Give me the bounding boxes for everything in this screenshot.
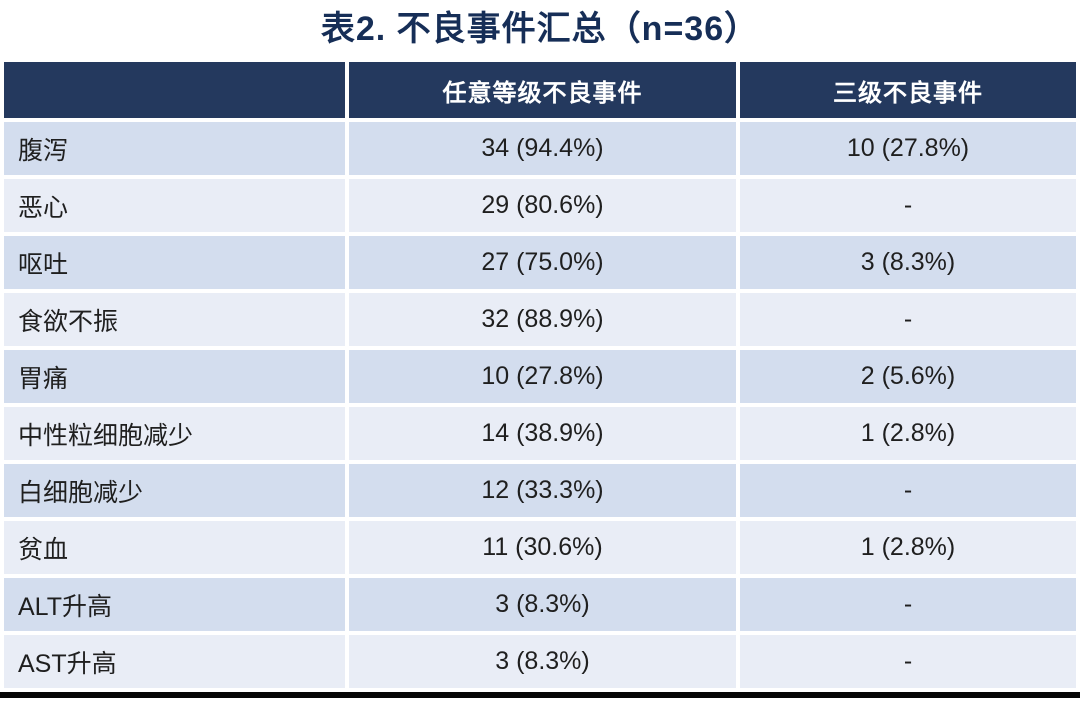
grade3-value: - [740,179,1076,232]
any-grade-value: 14 (38.9%) [349,407,736,460]
any-grade-value: 3 (8.3%) [349,578,736,631]
grade3-value: 10 (27.8%) [740,122,1076,175]
adverse-events-table: 任意等级不良事件 三级不良事件 腹泻 34 (94.4%) 10 (27.8%)… [0,58,1080,692]
table-body: 腹泻 34 (94.4%) 10 (27.8%) 恶心 29 (80.6%) -… [4,122,1076,688]
grade3-value: - [740,578,1076,631]
grade3-value: 1 (2.8%) [740,521,1076,574]
header-cell-any-grade: 任意等级不良事件 [349,62,736,118]
any-grade-value: 11 (30.6%) [349,521,736,574]
table-row: 贫血 11 (30.6%) 1 (2.8%) [4,521,1076,574]
table-row: 腹泻 34 (94.4%) 10 (27.8%) [4,122,1076,175]
any-grade-value: 3 (8.3%) [349,635,736,688]
grade3-value: - [740,293,1076,346]
header-cell-empty [4,62,345,118]
grade3-value: 3 (8.3%) [740,236,1076,289]
any-grade-value: 12 (33.3%) [349,464,736,517]
table-header: 任意等级不良事件 三级不良事件 [4,62,1076,118]
grade3-value: 2 (5.6%) [740,350,1076,403]
grade3-value: 1 (2.8%) [740,407,1076,460]
adverse-event-name: 贫血 [4,521,345,574]
header-row: 任意等级不良事件 三级不良事件 [4,62,1076,118]
page-title: 表2. 不良事件汇总（n=36） [320,10,760,48]
adverse-event-name: 胃痛 [4,350,345,403]
grade3-value: - [740,635,1076,688]
adverse-event-name: AST升高 [4,635,345,688]
table-row: 白细胞减少 12 (33.3%) - [4,464,1076,517]
any-grade-value: 10 (27.8%) [349,350,736,403]
table-row: AST升高 3 (8.3%) - [4,635,1076,688]
any-grade-value: 34 (94.4%) [349,122,736,175]
table-row: 食欲不振 32 (88.9%) - [4,293,1076,346]
table-row: 中性粒细胞减少 14 (38.9%) 1 (2.8%) [4,407,1076,460]
table-row: 恶心 29 (80.6%) - [4,179,1076,232]
adverse-event-name: 食欲不振 [4,293,345,346]
adverse-event-name: 恶心 [4,179,345,232]
table-bottom-border [0,692,1080,698]
any-grade-value: 29 (80.6%) [349,179,736,232]
adverse-event-name: 中性粒细胞减少 [4,407,345,460]
adverse-event-name: 呕吐 [4,236,345,289]
table-row: ALT升高 3 (8.3%) - [4,578,1076,631]
table-row: 胃痛 10 (27.8%) 2 (5.6%) [4,350,1076,403]
adverse-event-name: 腹泻 [4,122,345,175]
grade3-value: - [740,464,1076,517]
adverse-event-name: 白细胞减少 [4,464,345,517]
adverse-event-name: ALT升高 [4,578,345,631]
header-cell-grade3: 三级不良事件 [740,62,1076,118]
any-grade-value: 27 (75.0%) [349,236,736,289]
any-grade-value: 32 (88.9%) [349,293,736,346]
table-row: 呕吐 27 (75.0%) 3 (8.3%) [4,236,1076,289]
